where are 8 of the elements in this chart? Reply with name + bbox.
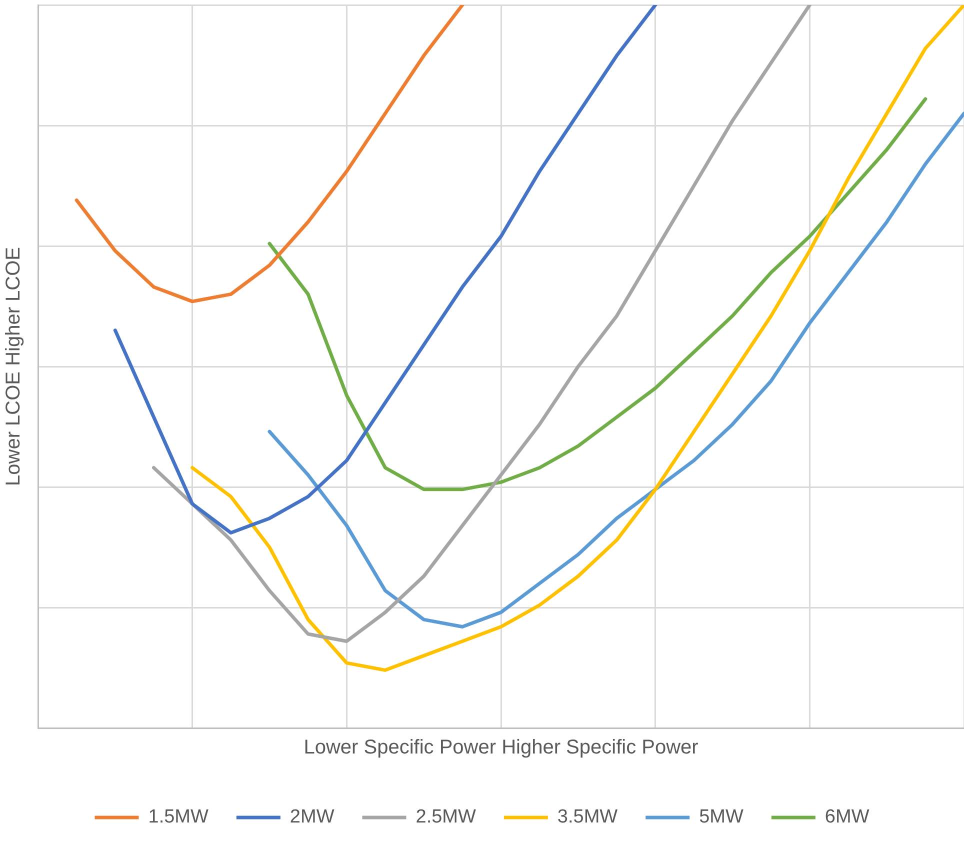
legend-label: 3.5MW (557, 806, 618, 828)
y-axis-title: Lower LCOE Higher LCOE (2, 247, 25, 486)
legend-label: 2MW (290, 806, 334, 828)
legend-label: 5MW (699, 806, 744, 828)
legend-label: 2.5MW (416, 806, 476, 828)
legend-label: 6MW (824, 806, 870, 828)
x-axis-title: Lower Specific Power Higher Specific Power (304, 736, 699, 759)
legend-label: 1.5MW (148, 806, 208, 828)
